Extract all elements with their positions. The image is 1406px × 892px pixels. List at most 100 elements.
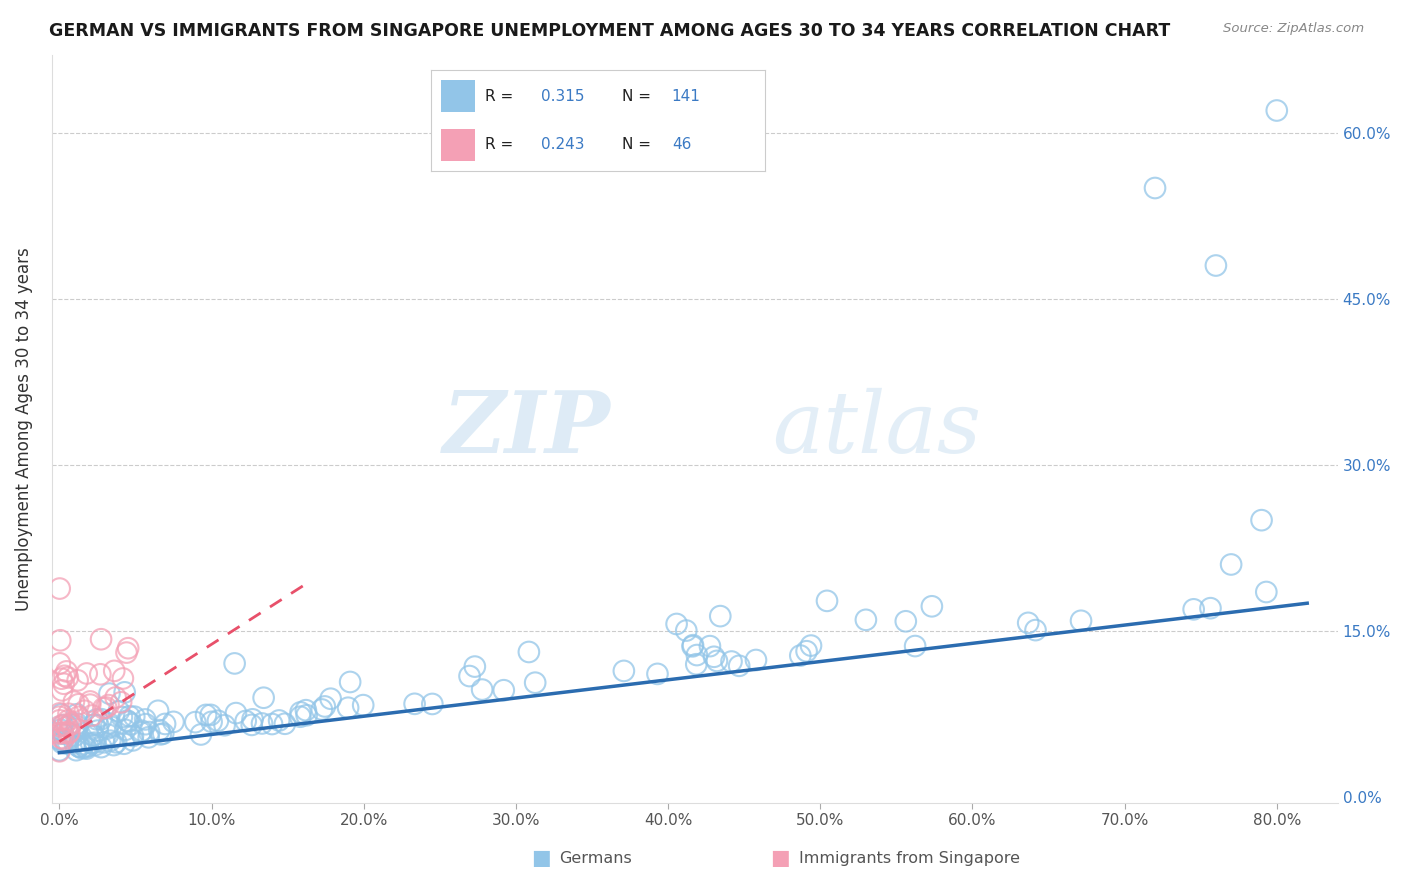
Point — [517, 645, 540, 659]
Point — [49, 657, 72, 671]
Point — [471, 682, 494, 697]
Point — [58, 724, 80, 739]
Point — [52, 726, 75, 740]
Point — [260, 717, 283, 731]
Point — [90, 712, 112, 726]
Point — [728, 658, 751, 673]
Point — [1256, 585, 1278, 599]
Point — [66, 673, 89, 688]
Text: GERMAN VS IMMIGRANTS FROM SINGAPORE UNEMPLOYMENT AMONG AGES 30 TO 34 YEARS CORRE: GERMAN VS IMMIGRANTS FROM SINGAPORE UNEM… — [49, 22, 1170, 40]
Point — [76, 666, 98, 681]
Point — [148, 723, 170, 738]
Point — [67, 739, 90, 754]
Text: ■: ■ — [531, 848, 551, 868]
Point — [56, 735, 79, 749]
Point — [55, 665, 77, 679]
Point — [52, 677, 75, 691]
Point — [90, 632, 112, 647]
Point — [52, 726, 75, 740]
Point — [49, 633, 72, 648]
Text: ZIP: ZIP — [443, 387, 612, 471]
Point — [65, 743, 87, 757]
Point — [110, 695, 132, 709]
Point — [135, 717, 157, 731]
Point — [98, 716, 121, 731]
Point — [214, 718, 236, 732]
Point — [153, 717, 176, 731]
Point — [352, 698, 374, 713]
Point — [105, 735, 128, 749]
Point — [152, 726, 174, 740]
Point — [112, 737, 135, 751]
Point — [524, 675, 547, 690]
Point — [1205, 259, 1227, 273]
Point — [49, 719, 72, 733]
Point — [1017, 615, 1039, 630]
Point — [65, 729, 87, 743]
Point — [686, 648, 709, 662]
Point — [82, 729, 104, 743]
Point — [98, 687, 121, 701]
Point — [129, 725, 152, 739]
Point — [83, 736, 105, 750]
Point — [79, 694, 101, 708]
Point — [98, 733, 121, 747]
Point — [699, 639, 721, 653]
Point — [103, 738, 125, 752]
Point — [1220, 558, 1243, 572]
Point — [51, 736, 73, 750]
Point — [117, 714, 139, 729]
Point — [60, 716, 83, 731]
Point — [59, 717, 82, 731]
Point — [51, 734, 73, 748]
Text: Germans: Germans — [560, 851, 633, 865]
Point — [200, 707, 222, 722]
Point — [83, 718, 105, 732]
Point — [122, 709, 145, 723]
Point — [149, 727, 172, 741]
Point — [682, 640, 704, 654]
Point — [720, 655, 742, 669]
Point — [464, 659, 486, 673]
Point — [131, 723, 153, 738]
Point — [97, 728, 120, 742]
Point — [235, 714, 257, 728]
Point — [115, 714, 138, 728]
Point — [225, 706, 247, 720]
Point — [55, 737, 77, 751]
Point — [675, 624, 697, 638]
Point — [97, 698, 120, 712]
Point — [904, 639, 927, 653]
Point — [52, 732, 75, 747]
Point — [1265, 103, 1288, 118]
Point — [789, 648, 811, 663]
Point — [59, 718, 82, 732]
Point — [311, 702, 333, 716]
Point — [319, 691, 342, 706]
Point — [53, 717, 76, 731]
Point — [703, 649, 725, 664]
Point — [1025, 623, 1047, 637]
Point — [48, 726, 70, 740]
Point — [86, 712, 108, 726]
Point — [96, 722, 118, 736]
Point — [84, 738, 107, 752]
Point — [56, 719, 79, 733]
Point — [49, 732, 72, 747]
Point — [48, 710, 70, 724]
Point — [800, 639, 823, 653]
Point — [52, 718, 75, 732]
Point — [121, 733, 143, 747]
Point — [108, 704, 131, 718]
Point — [66, 707, 89, 722]
Point — [201, 714, 224, 729]
Point — [58, 706, 80, 721]
Point — [115, 646, 138, 660]
Point — [665, 617, 688, 632]
Point — [138, 731, 160, 745]
Point — [815, 594, 838, 608]
Point — [67, 698, 90, 712]
Point — [93, 735, 115, 749]
Point — [48, 582, 70, 596]
Text: Source: ZipAtlas.com: Source: ZipAtlas.com — [1223, 22, 1364, 36]
